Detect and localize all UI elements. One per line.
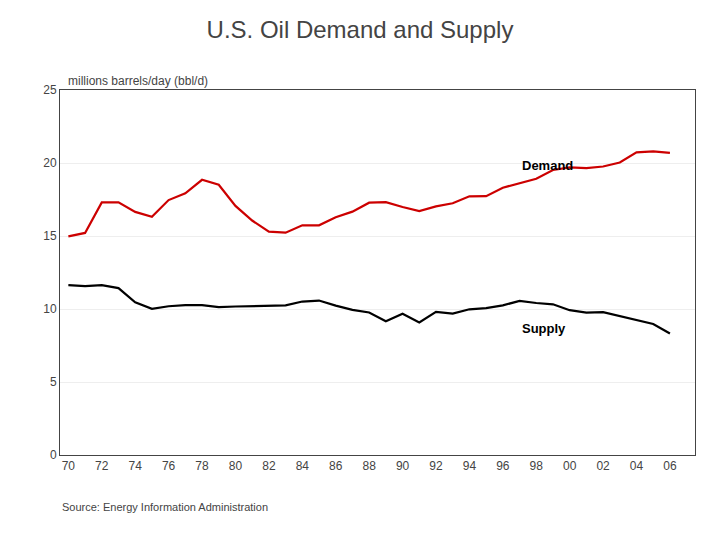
svg-text:5: 5	[50, 375, 57, 389]
svg-text:U.S. Oil Demand and Supply: U.S. Oil Demand and Supply	[207, 16, 514, 43]
svg-text:72: 72	[95, 459, 109, 473]
svg-text:76: 76	[162, 459, 176, 473]
svg-text:00: 00	[563, 459, 577, 473]
svg-text:78: 78	[195, 459, 209, 473]
svg-text:90: 90	[396, 459, 410, 473]
svg-text:82: 82	[262, 459, 276, 473]
svg-text:04: 04	[630, 459, 644, 473]
svg-text:80: 80	[229, 459, 243, 473]
svg-text:Demand: Demand	[522, 158, 573, 173]
svg-text:Supply: Supply	[522, 321, 566, 336]
svg-text:Source: Energy Information Adm: Source: Energy Information Administratio…	[62, 501, 268, 513]
svg-text:96: 96	[496, 459, 510, 473]
svg-text:70: 70	[62, 459, 76, 473]
svg-text:98: 98	[530, 459, 544, 473]
svg-text:88: 88	[362, 459, 376, 473]
svg-text:92: 92	[429, 459, 443, 473]
svg-text:86: 86	[329, 459, 343, 473]
svg-text:02: 02	[596, 459, 610, 473]
svg-text:25: 25	[43, 83, 57, 97]
svg-text:0: 0	[50, 448, 57, 462]
svg-text:84: 84	[296, 459, 310, 473]
svg-text:74: 74	[129, 459, 143, 473]
svg-text:20: 20	[43, 156, 57, 170]
svg-text:15: 15	[43, 229, 57, 243]
svg-text:06: 06	[663, 459, 677, 473]
svg-text:94: 94	[463, 459, 477, 473]
svg-text:millions barrels/day (bbl/d): millions barrels/day (bbl/d)	[68, 74, 208, 88]
svg-text:10: 10	[43, 302, 57, 316]
